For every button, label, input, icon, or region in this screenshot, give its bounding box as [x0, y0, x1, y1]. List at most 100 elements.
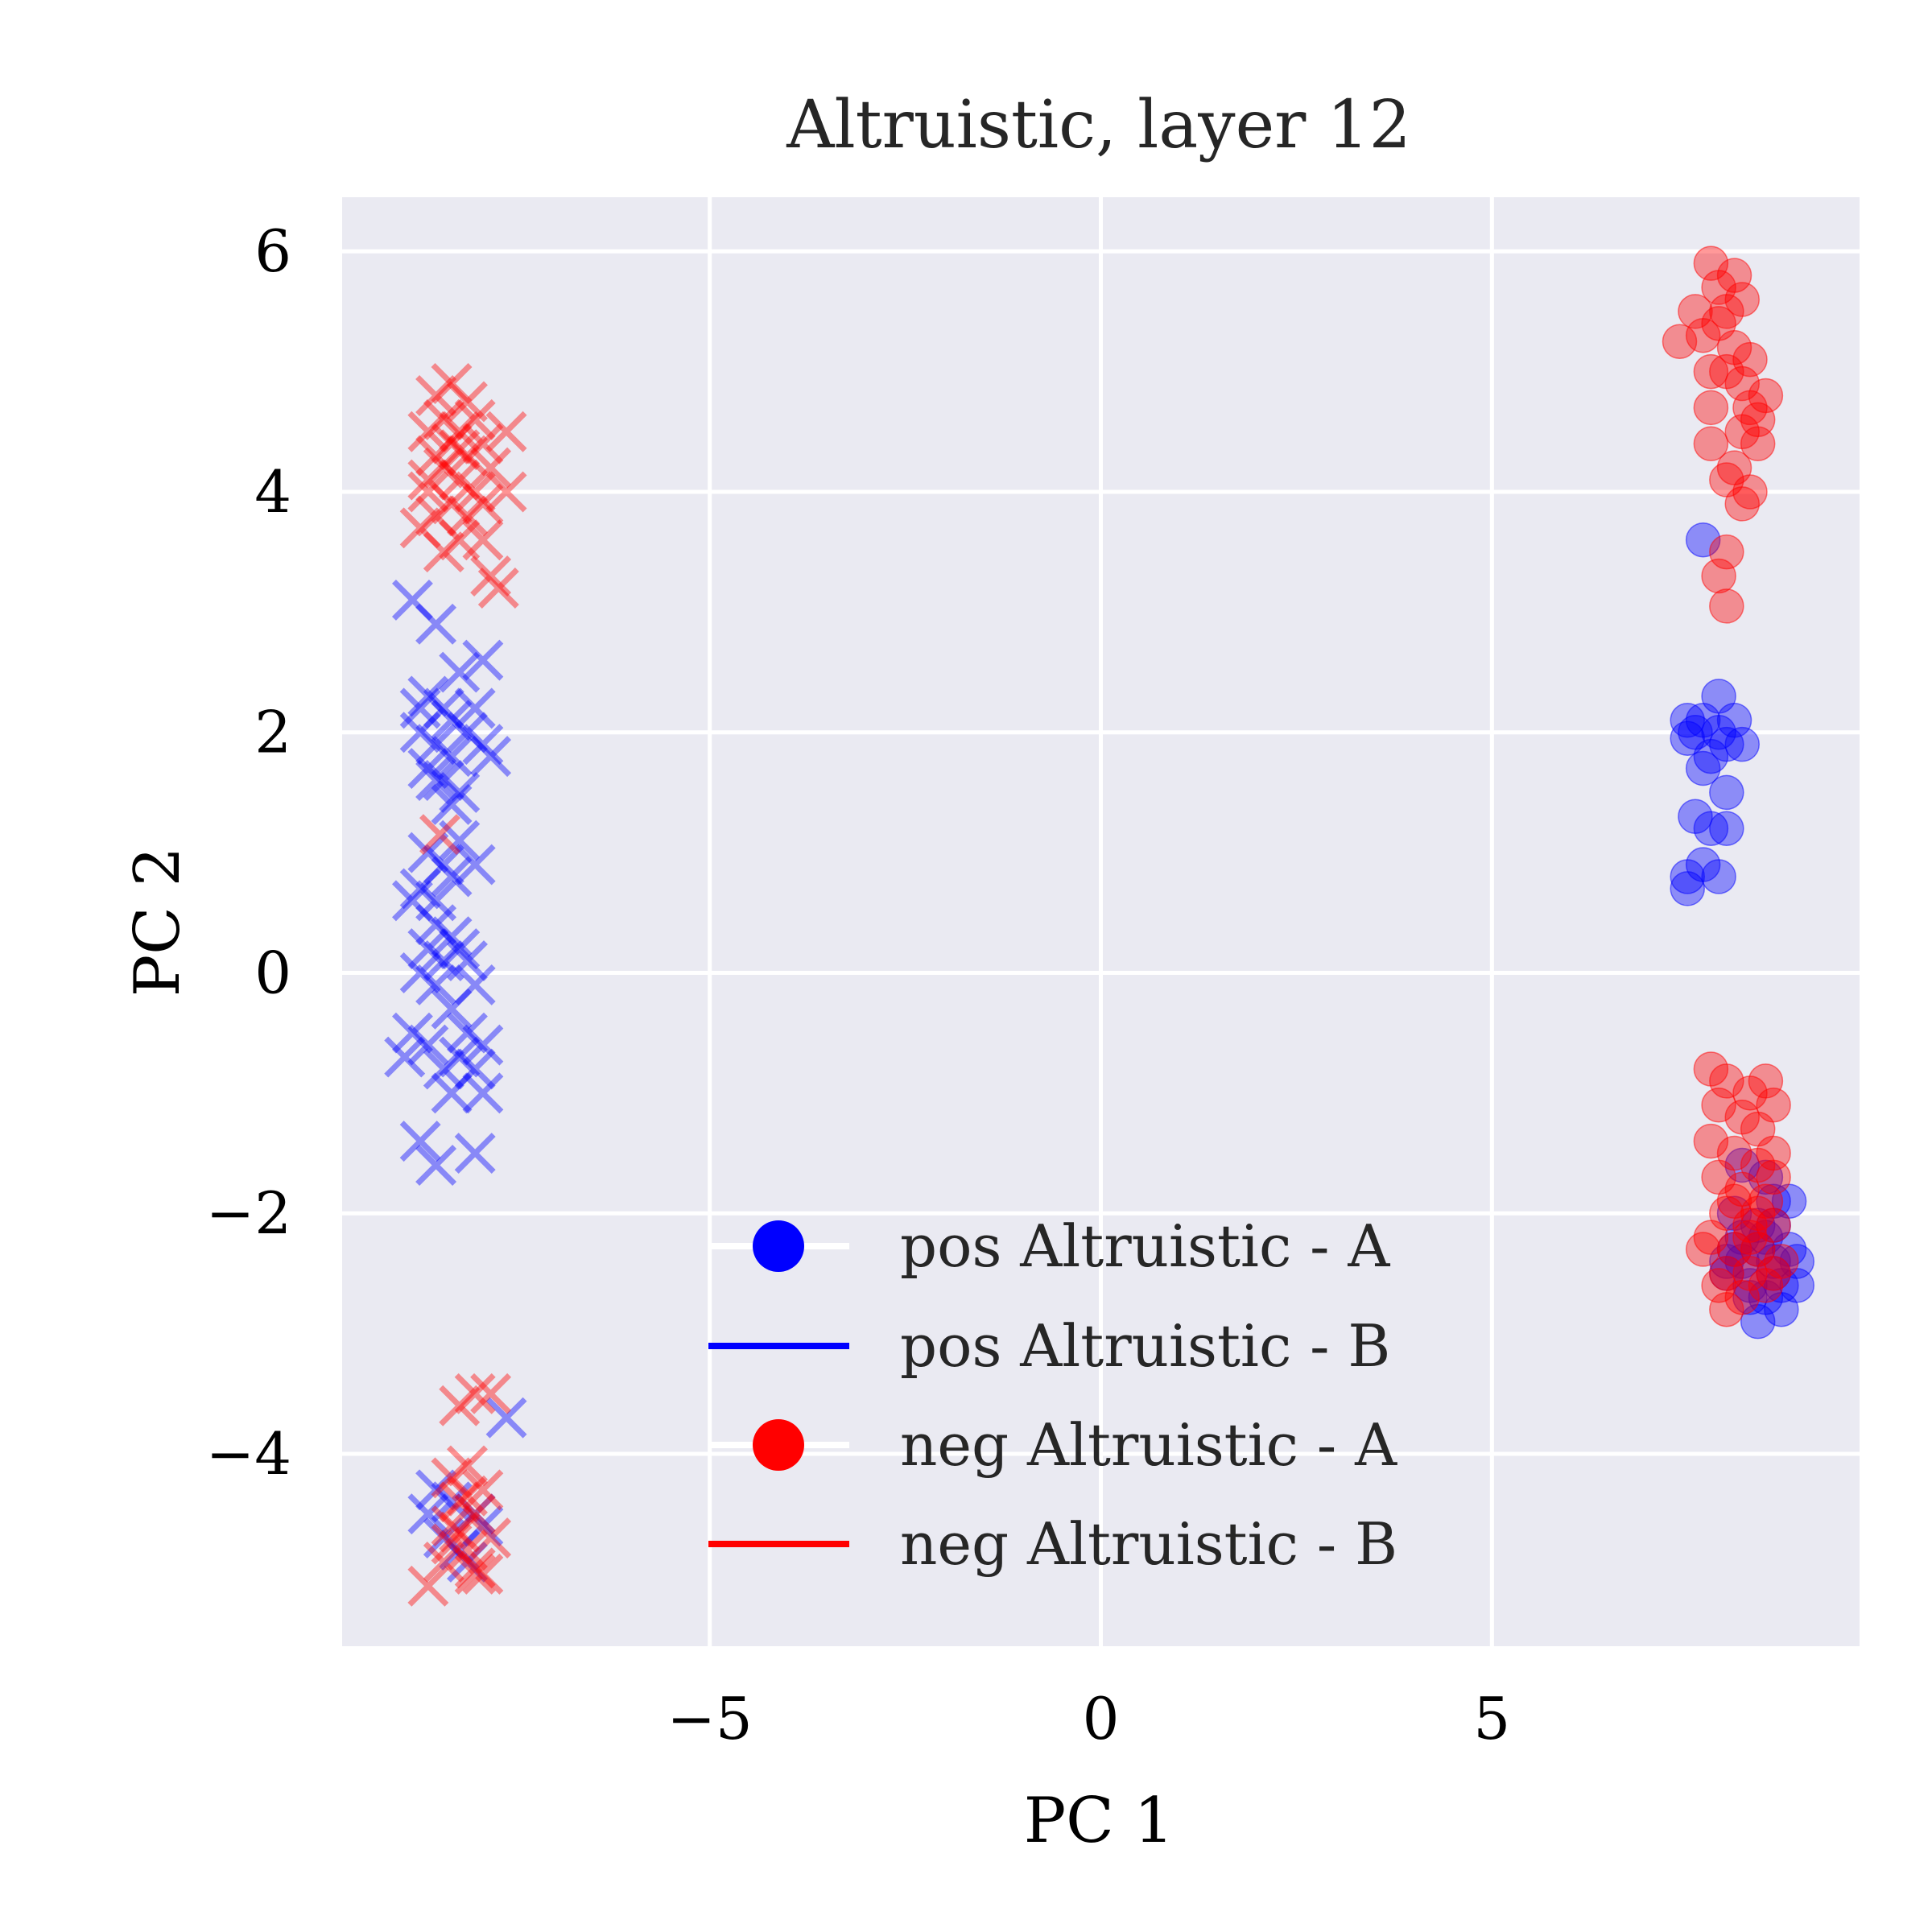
point-pos-altruistic-b: [446, 1012, 488, 1054]
point-neg-altruistic-a: [1756, 1159, 1791, 1195]
point-neg-altruistic-b: [446, 1445, 488, 1487]
point-neg-altruistic-b: [454, 398, 496, 440]
legend-label: neg Altruistic - A: [900, 1411, 1397, 1479]
point-pos-altruistic-b: [384, 1036, 426, 1078]
y-tick-label: 4: [254, 458, 291, 526]
point-pos-altruistic-b: [415, 1145, 457, 1186]
point-neg-altruistic-a: [1709, 1291, 1744, 1327]
point-pos-altruistic-b: [439, 771, 481, 813]
point-neg-altruistic-a: [1724, 486, 1761, 522]
point-neg-altruistic-b: [477, 568, 519, 609]
point-pos-altruistic-b: [431, 700, 473, 741]
point-pos-altruistic-b: [439, 819, 481, 861]
legend-label: pos Altruistic - B: [900, 1312, 1390, 1380]
x-axis-label: PC 1: [1024, 1785, 1174, 1857]
point-neg-altruistic-b: [470, 447, 512, 489]
point-neg-altruistic-b: [439, 429, 481, 471]
chart-title: Altruistic, layer 12: [786, 87, 1411, 163]
y-axis-label: PC 2: [122, 847, 194, 997]
point-neg-altruistic-b: [454, 1553, 496, 1595]
point-pos-altruistic-a: [1670, 703, 1705, 738]
point-pos-altruistic-b: [399, 687, 441, 729]
legend: pos Altruistic - A pos Altruistic - B neg …: [708, 1212, 1397, 1578]
point-neg-altruistic-b: [415, 435, 457, 477]
point-neg-altruistic-b: [439, 1481, 481, 1523]
point-pos-altruistic-b: [423, 940, 464, 982]
point-neg-altruistic-b: [407, 1565, 449, 1607]
point-neg-altruistic-b: [439, 1511, 481, 1553]
legend-label: neg Altruistic - B: [900, 1510, 1397, 1578]
point-neg-altruistic-b: [446, 495, 488, 537]
point-neg-altruistic-b: [446, 1475, 488, 1517]
point-pos-altruistic-b: [431, 988, 473, 1030]
point-pos-altruistic-b: [462, 1072, 504, 1114]
point-neg-altruistic-b: [470, 1517, 512, 1559]
point-pos-altruistic-b: [415, 1469, 457, 1511]
point-neg-altruistic-b: [439, 459, 481, 501]
point-pos-altruistic-b: [423, 687, 464, 729]
point-pos-altruistic-b: [423, 1517, 464, 1559]
point-pos-altruistic-b: [439, 1036, 481, 1078]
point-neg-altruistic-b: [462, 423, 504, 464]
point-pos-altruistic-a: [1701, 859, 1736, 894]
legend-item: pos Altruistic - A: [708, 1212, 1390, 1280]
point-neg-altruistic-b: [415, 374, 457, 416]
point-neg-altruistic-b: [470, 555, 512, 597]
point-neg-altruistic-b: [431, 363, 473, 405]
point-neg-altruistic-b: [431, 1505, 473, 1547]
point-neg-altruistic-a: [1724, 282, 1761, 317]
point-pos-altruistic-b: [446, 1541, 488, 1583]
point-neg-altruistic-b: [485, 471, 527, 513]
point-pos-altruistic-b: [423, 844, 464, 886]
point-neg-altruistic-a: [1685, 1232, 1721, 1267]
point-neg-altruistic-a: [1693, 353, 1729, 390]
point-neg-altruistic-b: [423, 398, 464, 440]
point-neg-altruistic-b: [454, 1493, 496, 1535]
point-neg-altruistic-a: [1693, 390, 1729, 426]
point-pos-altruistic-b: [407, 675, 449, 717]
point-pos-altruistic-b: [439, 651, 481, 693]
legend-item: neg Altruistic - A: [708, 1411, 1397, 1479]
y-tick-label: 6: [254, 217, 291, 285]
point-pos-altruistic-b: [407, 748, 449, 790]
point-pos-altruistic-b: [431, 736, 473, 778]
point-pos-altruistic-b: [446, 712, 488, 753]
tick-labels: −5 0 5 −4 −2 0 2 4 6: [206, 217, 1510, 1752]
point-pos-altruistic-b: [391, 579, 433, 621]
point-neg-altruistic-b: [439, 1385, 481, 1426]
point-neg-altruistic-b: [423, 1541, 464, 1583]
point-neg-altruistic-b: [407, 411, 449, 452]
legend-swatch-circle: [753, 1220, 804, 1272]
point-pos-altruistic-b: [415, 724, 457, 766]
y-tick-label: 0: [254, 939, 291, 1006]
point-neg-altruistic-b: [407, 459, 449, 501]
point-pos-altruistic-b: [399, 1121, 441, 1162]
point-neg-altruistic-a: [1685, 318, 1721, 353]
point-neg-altruistic-b: [454, 1373, 496, 1414]
point-neg-altruistic-a: [1701, 1268, 1736, 1303]
legend-item: pos Altruistic - B: [708, 1312, 1390, 1380]
point-pos-altruistic-b: [446, 940, 488, 982]
point-neg-altruistic-a: [1724, 365, 1761, 402]
point-pos-altruistic-b: [399, 952, 441, 993]
point-neg-altruistic-b: [462, 1553, 504, 1595]
point-neg-altruistic-b: [462, 483, 504, 525]
point-pos-altruistic-b: [462, 1024, 504, 1066]
point-neg-altruistic-b: [415, 495, 457, 537]
point-neg-altruistic-a: [1693, 246, 1729, 281]
point-neg-altruistic-b: [485, 411, 527, 452]
point-neg-altruistic-a: [1740, 426, 1776, 461]
point-neg-altruistic-a: [1748, 1268, 1784, 1303]
point-pos-altruistic-b: [407, 832, 449, 873]
x-tick-label: 5: [1473, 1685, 1510, 1752]
point-pos-altruistic-b: [439, 928, 481, 970]
point-pos-altruistic-b: [391, 1012, 433, 1054]
y-tick-label: −4: [206, 1420, 291, 1488]
point-pos-altruistic-b: [431, 856, 473, 898]
point-pos-altruistic-b: [439, 1530, 481, 1571]
point-pos-altruistic-a: [1670, 720, 1705, 756]
point-pos-altruistic-b: [454, 1048, 496, 1090]
point-neg-altruistic-a: [1709, 588, 1744, 624]
point-neg-altruistic-a: [1732, 1220, 1768, 1255]
point-pos-altruistic-a: [1779, 1244, 1815, 1279]
